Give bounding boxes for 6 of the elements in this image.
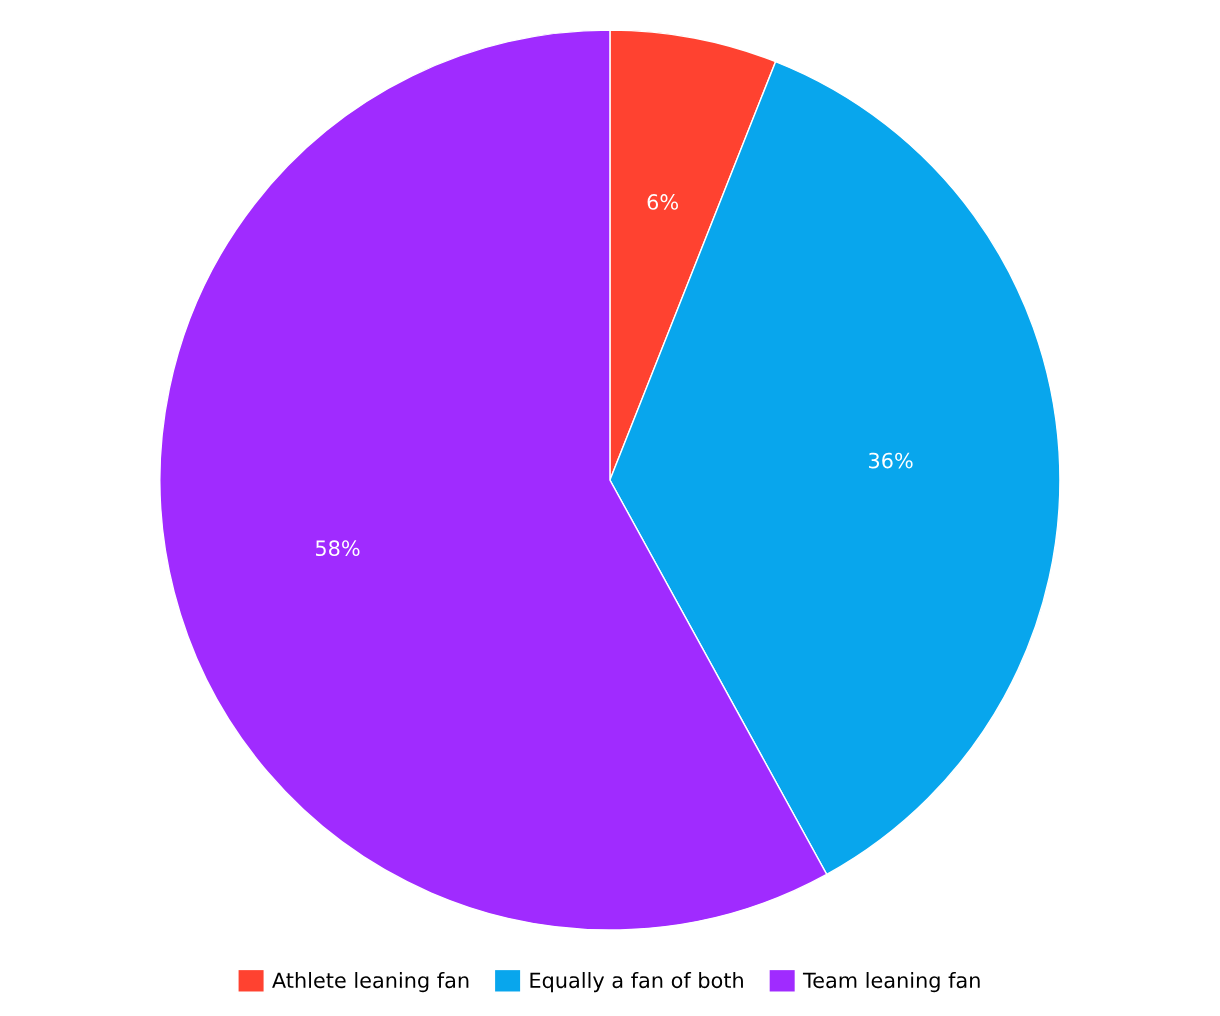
legend-label: Equally a fan of both: [530, 972, 743, 993]
data-label: 58%: [315, 540, 360, 557]
data-label: 6%: [647, 194, 679, 210]
legend-label: Athlete leaning fan: [272, 972, 469, 993]
data-label: 36%: [869, 452, 913, 469]
legend-label: Team leaning fan: [802, 972, 980, 993]
